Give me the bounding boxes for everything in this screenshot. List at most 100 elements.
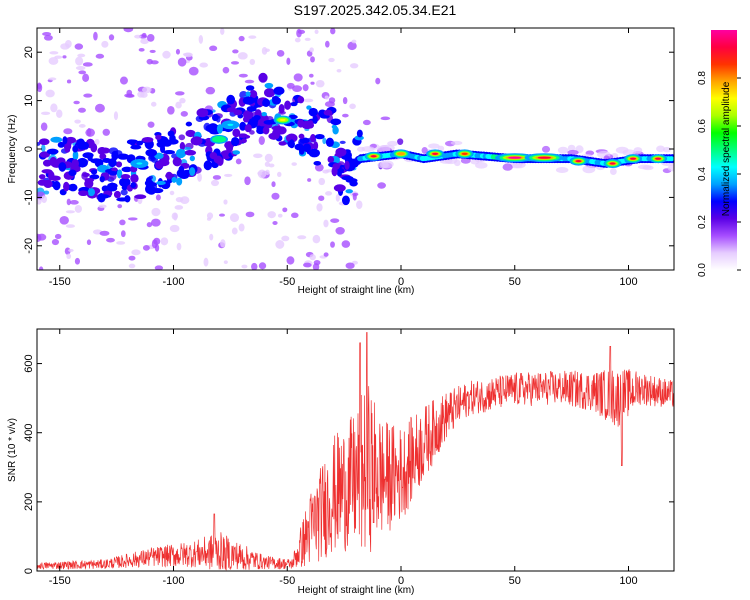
- spectrogram-noise-blob: [108, 34, 115, 41]
- spectrogram-noise-blob: [82, 62, 93, 67]
- spectrogram-noise-blob: [314, 29, 319, 34]
- spectrogram-band-blob: [242, 115, 250, 123]
- spectrogram-band-blob: [263, 119, 275, 125]
- spectrogram-hotspot: [370, 155, 377, 158]
- spectrogram-band-blob: [162, 139, 172, 147]
- spectrogram-band-blob: [189, 155, 195, 162]
- spectrogram-band-blob: [230, 136, 240, 147]
- spectrogram-noise-blob: [49, 51, 59, 55]
- spectrogram-band-blob: [38, 138, 50, 146]
- spectrogram-band-blob: [256, 125, 262, 131]
- spectrogram-band-blob: [216, 124, 223, 134]
- spectrogram-band-blob: [336, 168, 342, 177]
- spectrogram-noise-blob: [328, 97, 336, 104]
- spectrogram-hotspot: [655, 157, 662, 160]
- spectrogram-hotspot: [279, 118, 286, 122]
- spectrogram-noise-blob: [324, 95, 329, 100]
- spectrogram-band-blob: [71, 158, 79, 169]
- spectrogram-band-blob: [99, 194, 110, 199]
- spectrogram-noise-blob: [197, 172, 202, 182]
- spectrogram-noise-blob: [314, 163, 324, 172]
- spectrogram-band-blob: [87, 154, 93, 162]
- spectrogram-band-blob: [159, 144, 166, 154]
- y-tick-label: 400: [23, 424, 35, 442]
- spectrogram-band-blob: [171, 176, 177, 183]
- spectrogram-band-blob: [278, 103, 285, 114]
- spectrogram-band-blob: [155, 160, 164, 170]
- spectrogram-noise-blob: [245, 211, 255, 218]
- snr-frame: [36, 328, 675, 572]
- spectrogram-noise-blob: [291, 212, 299, 219]
- spectrogram-noise-blob: [120, 189, 128, 196]
- spectrogram-noise-blob: [224, 173, 233, 177]
- spectrogram-hotspot: [575, 160, 582, 163]
- spectrogram-noise-blob: [73, 100, 80, 105]
- spectrogram-band-blob: [120, 174, 131, 180]
- spectrogram-band-blob: [46, 148, 59, 155]
- spectrogram-band-blob: [90, 158, 103, 164]
- spectrogram-noise-blob: [345, 262, 355, 269]
- spectrogram-band-blob: [245, 91, 251, 97]
- colorbar-gradient: [711, 30, 737, 270]
- spectrogram-band-blob: [262, 98, 271, 108]
- spectrogram-noise-blob: [502, 163, 513, 171]
- spectrogram-noise-blob: [235, 158, 242, 165]
- spectrogram-noise-blob: [37, 82, 42, 90]
- spectrogram-noise-blob: [93, 31, 98, 41]
- spectrogram-noise-blob: [62, 55, 67, 59]
- spectrogram-noise-blob: [223, 199, 228, 205]
- spectrogram-noise-blob: [380, 116, 391, 121]
- spectrogram-band-blob: [115, 161, 123, 168]
- spectrogram-band-blob: [82, 172, 90, 178]
- spectrogram-band-blob: [77, 140, 87, 150]
- spectrogram-noise-blob: [185, 59, 191, 64]
- spectrogram-noise-blob: [66, 79, 72, 84]
- spectrogram-noise-blob: [610, 168, 617, 176]
- spectrogram-noise-blob: [249, 58, 256, 65]
- spectrogram-band-blob: [335, 147, 347, 157]
- x-tick-label: -150: [49, 575, 71, 587]
- snr-x-label: Height of straight line (km): [298, 585, 415, 596]
- spectrogram-band-blob: [62, 136, 68, 145]
- spectrogram-noise-blob: [304, 37, 311, 41]
- spectrogram-noise-blob: [94, 103, 105, 113]
- spectrogram-band-blob: [58, 162, 67, 172]
- spectrogram-noise-blob: [323, 219, 329, 228]
- spectrogram-band-blob: [345, 189, 353, 194]
- spectrogram-noise-blob: [75, 56, 84, 66]
- spectrogram-noise-blob: [397, 138, 404, 145]
- colorbar-tick-label: 0.4: [697, 167, 708, 181]
- spectrogram-noise-blob: [312, 263, 320, 270]
- spectrogram-noise-blob: [428, 143, 440, 149]
- spectrogram-noise-blob: [209, 45, 218, 52]
- spectrogram-noise-blob: [318, 195, 325, 201]
- spectrogram-noise-blob: [310, 81, 315, 85]
- spectrogram-band-blob: [43, 179, 53, 189]
- spectrogram-band-blob: [308, 148, 320, 158]
- spectrogram-band-blob: [325, 137, 334, 147]
- spectrogram-hotspot: [432, 152, 439, 155]
- spectrogram-hotspot: [508, 156, 522, 159]
- snr-plot-area: [37, 329, 674, 571]
- spectrogram-noise-blob: [116, 241, 126, 245]
- spectrogram-band-blob: [253, 115, 261, 121]
- spectrogram-noise-blob: [378, 145, 391, 153]
- spectrogram-band-blob: [273, 86, 285, 96]
- spectrogram-noise-blob: [127, 217, 138, 221]
- spectrogram-band-blob: [262, 126, 270, 135]
- spectrogram-noise-blob: [248, 35, 257, 39]
- x-tick-label: 0: [398, 276, 404, 288]
- spectrogram-noise-blob: [377, 182, 386, 189]
- spectrogram-noise-blob: [151, 207, 161, 217]
- spectrogram-band-blob: [145, 148, 158, 157]
- spectrogram-noise-blob: [309, 47, 314, 53]
- spectrogram-noise-blob: [162, 50, 171, 59]
- x-tick-label: 0: [398, 575, 404, 587]
- spectrogram-band-blob: [312, 115, 318, 124]
- spectrogram-band-blob: [185, 129, 196, 138]
- spectrogram-band-blob: [331, 124, 338, 129]
- spectrogram-noise-blob: [222, 66, 230, 74]
- spectrogram-noise-blob: [421, 146, 428, 154]
- spectrogram-hotspot: [537, 156, 551, 159]
- spectrogram-noise-blob: [48, 57, 59, 65]
